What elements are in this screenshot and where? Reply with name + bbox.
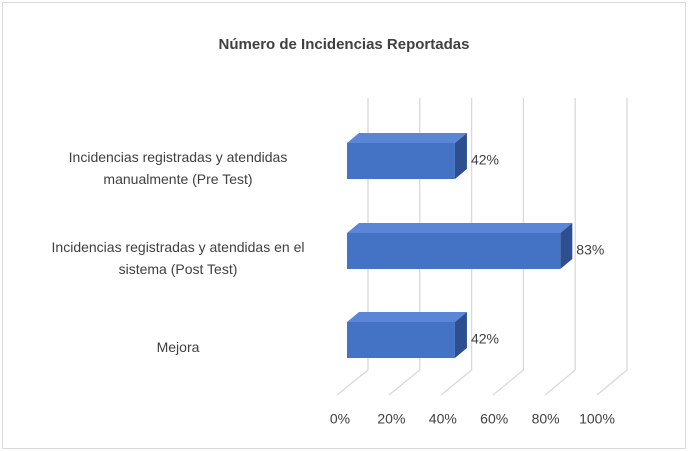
category-label: Incidencias registradas y atendidas en e…: [51, 239, 305, 277]
bar-side: [454, 312, 467, 358]
x-tick-label: 0%: [330, 411, 350, 427]
category-label: Mejora: [156, 339, 200, 355]
bar: [347, 143, 455, 179]
floor-line: [336, 369, 369, 396]
value-label: 42%: [471, 152, 499, 168]
bar-top: [347, 223, 573, 233]
bar-side: [454, 133, 467, 179]
category-label: Incidencias registradas y atendidas manu…: [68, 149, 288, 187]
chart-title: Número de Incidencias Reportadas: [219, 36, 470, 53]
floor-line: [492, 369, 524, 396]
value-label: 42%: [471, 331, 499, 347]
value-label: 83%: [576, 242, 604, 258]
bar-top: [347, 133, 467, 143]
x-tick-label: 20%: [377, 411, 405, 427]
bar: [347, 322, 455, 358]
floor-line: [596, 369, 628, 396]
floor-line: [544, 369, 576, 396]
x-tick-label: 40%: [429, 411, 457, 427]
bar-side: [560, 223, 573, 269]
floor-line: [440, 369, 473, 396]
x-tick-label: 80%: [532, 411, 560, 427]
bar: [347, 233, 561, 269]
bar-top: [347, 312, 467, 322]
x-tick-label: 100%: [579, 411, 615, 427]
x-tick-label: 60%: [480, 411, 508, 427]
floor-line: [388, 369, 421, 396]
